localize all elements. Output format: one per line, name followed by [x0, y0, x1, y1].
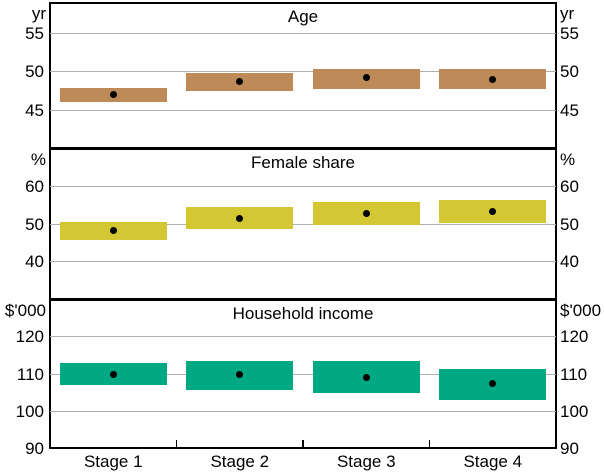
plot-frame-top: [49, 1, 557, 4]
y-tick-label-right-household-income-110: 110: [560, 364, 588, 384]
mean-dot-female-share-stage-4: [489, 207, 497, 215]
mean-dot-female-share-stage-2: [236, 214, 244, 222]
x-axis-tick-1: [175, 440, 178, 448]
y-axis-unit-right-female-share: %: [560, 149, 576, 169]
y-axis-unit-left-female-share: %: [30, 149, 46, 169]
gridline-female-share-40: [50, 261, 556, 263]
y-tick-label-left-female-share-50: 50: [25, 214, 44, 234]
panel-divider-1: [49, 147, 557, 150]
x-category-label-4: Stage 4: [463, 452, 523, 471]
mean-dot-household-income-stage-4: [489, 379, 497, 387]
gridline-household-income-110: [50, 373, 556, 375]
y-tick-label-left-age-55: 55: [25, 23, 44, 43]
gridline-age-45: [50, 109, 556, 111]
plot-frame-right: [555, 1, 557, 450]
panel-title-household-income: Household income: [232, 303, 374, 323]
y-tick-label-left-age-50: 50: [25, 62, 44, 82]
x-axis-tick-2: [302, 440, 304, 448]
y-tick-label-right-female-share-40: 40: [560, 252, 579, 272]
y-tick-label-left-female-share-40: 40: [25, 252, 44, 272]
gridline-household-income-100: [50, 410, 556, 412]
y-tick-label-left-female-share-60: 60: [25, 176, 44, 196]
y-tick-label-right-age-50: 50: [560, 62, 579, 82]
panel-divider-2: [49, 298, 557, 301]
mean-dot-age-stage-1: [109, 91, 117, 99]
gridline-female-share-60: [50, 185, 556, 187]
mean-dot-female-share-stage-1: [109, 226, 117, 234]
y-axis-unit-left-household-income: $'000: [4, 300, 46, 320]
y-tick-label-right-household-income-90: 90: [560, 439, 579, 458]
y-tick-label-left-household-income-90: 90: [25, 439, 44, 458]
plot-frame-bottom: [49, 447, 557, 450]
y-tick-label-right-female-share-50: 50: [560, 214, 579, 234]
x-category-label-3: Stage 3: [336, 452, 396, 471]
y-axis-unit-left-age: yr: [31, 3, 46, 23]
y-tick-label-right-age-45: 45: [560, 100, 579, 120]
y-tick-label-right-household-income-120: 120: [560, 327, 589, 347]
mean-dot-age-stage-3: [362, 74, 370, 82]
x-category-label-1: Stage 1: [83, 452, 143, 471]
y-axis-unit-right-household-income: $'000: [560, 300, 602, 320]
y-tick-label-left-household-income-120: 120: [15, 327, 44, 347]
mean-dot-age-stage-4: [489, 75, 497, 83]
panel-title-age: Age: [287, 6, 319, 26]
mean-dot-age-stage-2: [236, 78, 244, 86]
mean-dot-household-income-stage-2: [236, 370, 244, 378]
y-tick-label-left-household-income-110: 110: [16, 364, 44, 384]
mean-dot-household-income-stage-3: [362, 374, 370, 382]
plot-frame-left: [49, 1, 51, 450]
x-category-label-2: Stage 2: [210, 452, 270, 471]
y-tick-label-left-household-income-100: 100: [15, 401, 44, 421]
gridline-household-income-120: [50, 336, 556, 338]
x-axis-tick-3: [428, 440, 431, 448]
mean-dot-female-share-stage-3: [362, 209, 370, 217]
gridline-female-share-50: [50, 223, 556, 225]
y-axis-unit-right-age: yr: [560, 3, 575, 23]
panel-title-female-share: Female share: [251, 152, 355, 172]
y-tick-label-right-age-55: 55: [560, 23, 579, 43]
y-tick-label-right-female-share-60: 60: [560, 176, 579, 196]
mean-dot-household-income-stage-1: [109, 370, 117, 378]
y-tick-label-left-age-45: 45: [25, 100, 44, 120]
gridline-age-50: [50, 71, 556, 73]
y-tick-label-right-household-income-100: 100: [560, 401, 589, 421]
gridline-age-55: [50, 32, 556, 34]
